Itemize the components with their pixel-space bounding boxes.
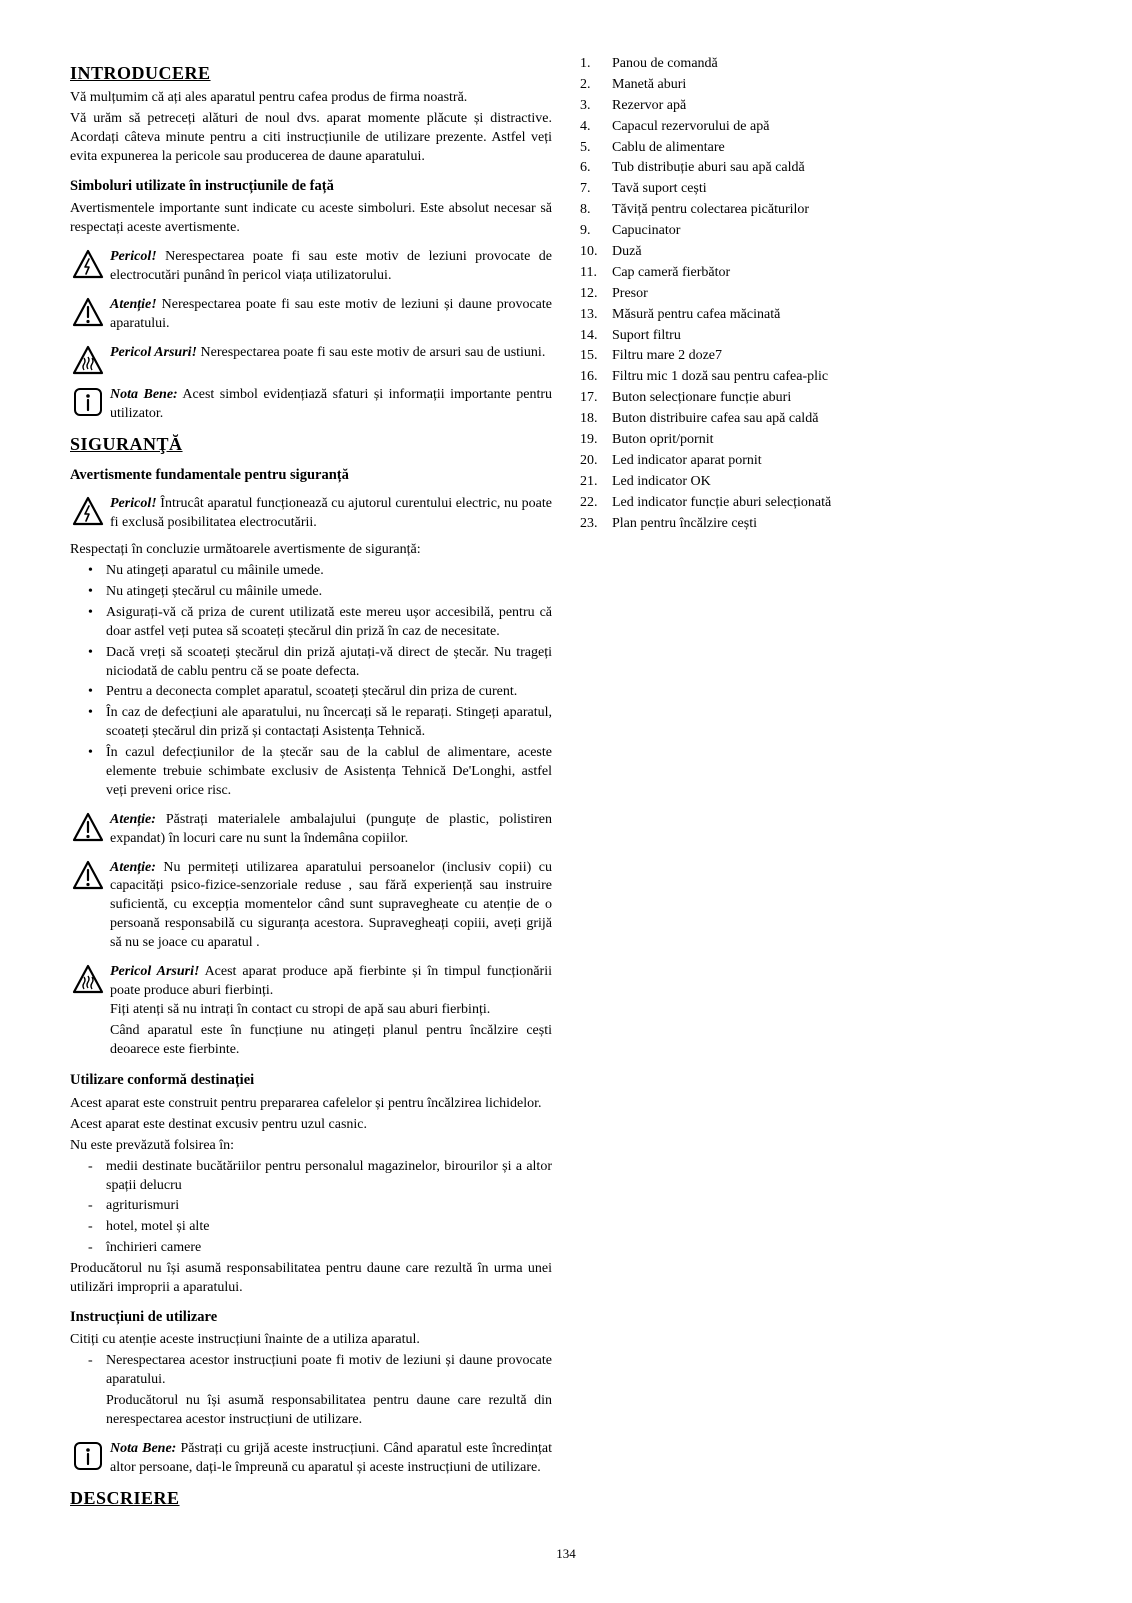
list-item: Pentru a deconecta complet aparatul, sco… (88, 683, 552, 702)
danger-bolt-icon (70, 248, 106, 280)
list-item: 4.Capacul rezervorului de apă (580, 118, 1062, 137)
intro-p2: Vă urăm să petreceți alături de noul dvs… (70, 110, 552, 167)
warning-notabene: Nota Bene: Acest simbol evidențiază sfat… (70, 386, 552, 424)
list-item: agriturismuri (88, 1197, 552, 1216)
page-content: INTRODUCERE Vă mulțumim că ați ales apar… (70, 55, 1062, 1525)
safety-danger: Pericol! Întrucât aparatul funcționează … (70, 495, 552, 533)
safety-attention-1: Atenție: Păstrați materialele ambalajulu… (70, 811, 552, 849)
list-item: 20.Led indicator aparat pornit (580, 452, 1062, 471)
list-item: 2.Manetă aburi (580, 76, 1062, 95)
danger-bolt-icon (70, 495, 106, 527)
symbols-intro: Avertismentele importante sunt indicate … (70, 200, 552, 238)
use-p1: Acest aparat este construit pentru prepa… (70, 1095, 552, 1114)
list-item: 23.Plan pentru încălzire cești (580, 515, 1062, 534)
list-item: 16.Filtru mic 1 doză sau pentru cafea-pl… (580, 368, 1062, 387)
symbols-heading: Simboluri utilizate în instrucțiunile de… (70, 177, 552, 197)
info-icon (70, 386, 106, 418)
list-item: medii destinate bucătăriilor pentru pers… (88, 1158, 552, 1196)
safety-notabene-2: Nota Bene: Păstrați cu grijă aceste inst… (70, 1440, 552, 1478)
list-item: În cazul defecțiunilor de la ștecăr sau … (88, 744, 552, 801)
list-item: 13.Măsură pentru cafea măcinată (580, 306, 1062, 325)
list-item: 18.Buton distribuire cafea sau apă caldă (580, 410, 1062, 429)
attention-excl-icon (70, 859, 106, 891)
list-item: 9.Capucinator (580, 222, 1062, 241)
list-item: 8.Tăviță pentru colectarea picăturilor (580, 201, 1062, 220)
safety-bullets: Nu atingeți aparatul cu mâinile umede. Nu… (70, 562, 552, 801)
desc-list: 1.Panou de comandă 2.Manetă aburi 3.Rezerv… (580, 55, 1062, 533)
list-item: Asigurați-vă că priza de curent utilizat… (88, 604, 552, 642)
list-item: 6.Tub distribuție aburi sau apă caldă (580, 159, 1062, 178)
list-item: 10.Duză (580, 243, 1062, 262)
instr-p1: Citiți cu atenție aceste instrucțiuni în… (70, 1331, 552, 1350)
list-item: 5.Cablu de alimentare (580, 139, 1062, 158)
use-p3: Nu este prevăzută folsirea în: (70, 1137, 552, 1156)
use-heading: Utilizare conformă destinației (70, 1071, 552, 1091)
section-heading-desc: DESCRIERE (70, 1486, 552, 1510)
list-item: 7.Tavă suport cești (580, 180, 1062, 199)
list-item: 12.Presor (580, 285, 1062, 304)
burn-steam-icon (70, 963, 106, 995)
instr-dashes: Nerespectarea acestor instrucțiuni poate… (70, 1352, 552, 1430)
warning-danger: Pericol! Nerespectarea poate fi sau este… (70, 248, 552, 286)
safety-attention-2: Atenție: Nu permiteți utilizarea aparatu… (70, 859, 552, 953)
list-item: 19.Buton oprit/pornit (580, 431, 1062, 450)
instr-heading: Instrucțiuni de utilizare (70, 1308, 552, 1328)
use-p4: Producătorul nu își asumă responsabilita… (70, 1260, 552, 1298)
list-item: 14.Suport filtru (580, 327, 1062, 346)
attention-excl-icon (70, 811, 106, 843)
list-item: În caz de defecțiuni ale aparatului, nu … (88, 704, 552, 742)
intro-p1: Vă mulțumim că ați ales aparatul pentru … (70, 89, 552, 108)
section-heading-intro: INTRODUCERE (70, 61, 552, 85)
list-item: Nerespectarea acestor instrucțiuni poate… (88, 1352, 552, 1430)
list-item: hotel, motel și alte (88, 1218, 552, 1237)
use-dashes: medii destinate bucătăriilor pentru pers… (70, 1158, 552, 1258)
list-item: 11.Cap cameră fierbător (580, 264, 1062, 283)
list-item: Nu atingeți aparatul cu mâinile umede. (88, 562, 552, 581)
warning-burn: Pericol Arsuri! Nerespectarea poate fi s… (70, 344, 552, 376)
page-number: 134 (70, 1545, 1062, 1563)
list-item: 17.Buton selecționare funcție aburi (580, 389, 1062, 408)
list-item: 3.Rezervor apă (580, 97, 1062, 116)
use-p2: Acest aparat este destinat excusiv pentr… (70, 1116, 552, 1135)
list-item: 21.Led indicator OK (580, 473, 1062, 492)
safety-danger-after: Respectați în concluzie următoarele aver… (70, 541, 552, 560)
section-heading-safety: SIGURANŢĂ (70, 432, 552, 456)
safety-sub1: Avertismente fundamentale pentru siguran… (70, 466, 552, 486)
burn-steam-icon (70, 344, 106, 376)
list-item: Dacă vreți să scoateți ștecărul din priz… (88, 644, 552, 682)
list-item: 1.Panou de comandă (580, 55, 1062, 74)
warning-attention: Atenție! Nerespectarea poate fi sau este… (70, 296, 552, 334)
list-item: Nu atingeți ștecărul cu mâinile umede. (88, 583, 552, 602)
attention-excl-icon (70, 296, 106, 328)
safety-burn-2: Pericol Arsuri! Acest aparat produce apă… (70, 963, 552, 1061)
list-item: 22.Led indicator funcție aburi selecțion… (580, 494, 1062, 513)
list-item: închirieri camere (88, 1239, 552, 1258)
list-item: 15.Filtru mare 2 doze7 (580, 347, 1062, 366)
info-icon (70, 1440, 106, 1472)
